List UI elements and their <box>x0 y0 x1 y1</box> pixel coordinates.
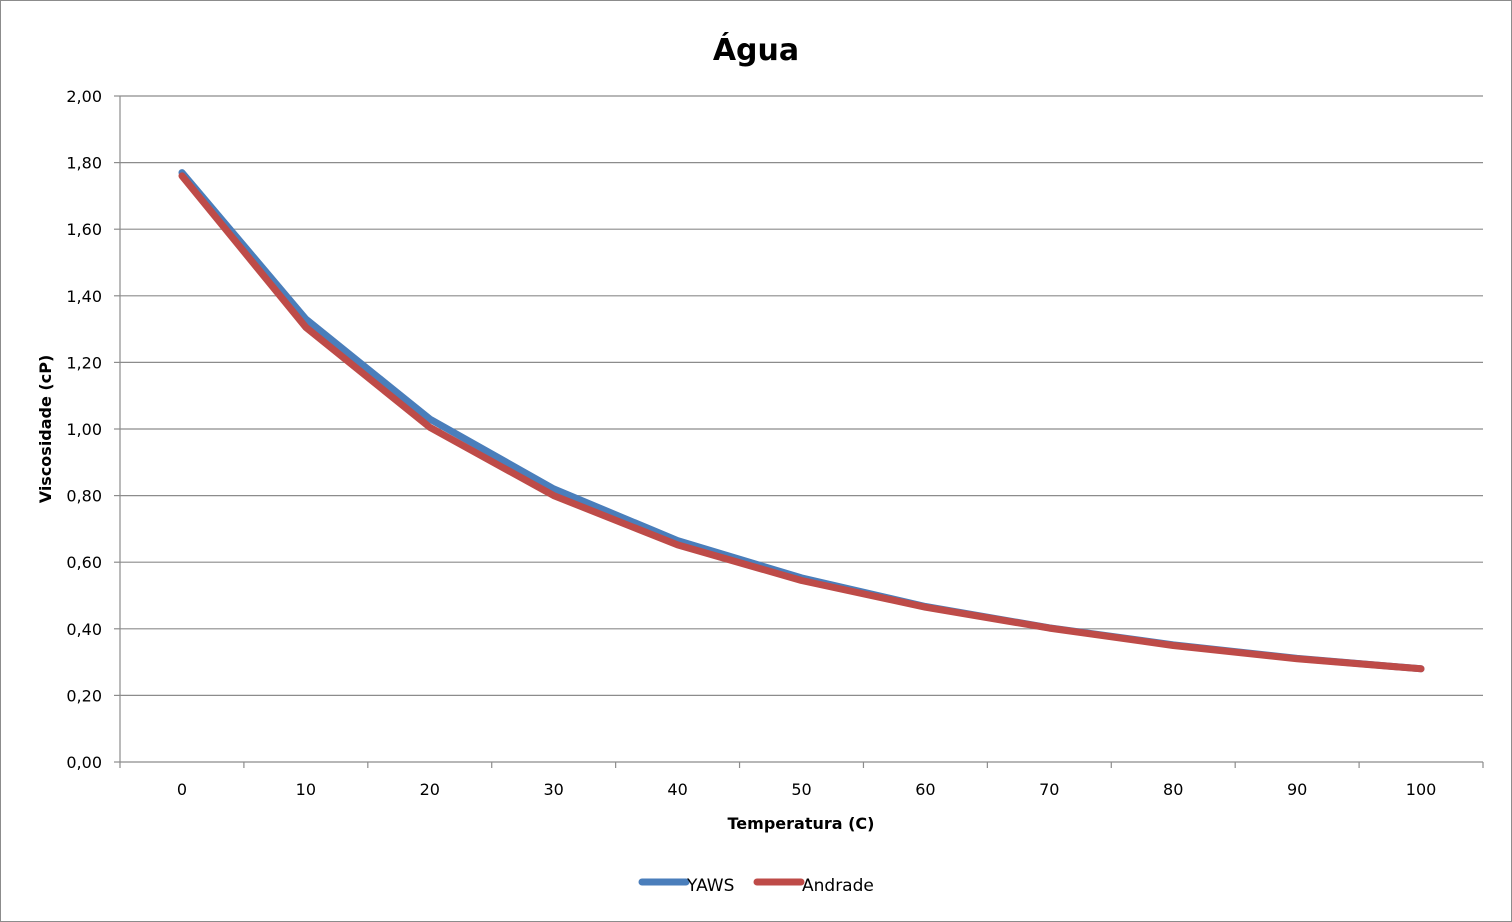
y-tick-labels: 0,00 0,20 0,40 0,60 0,80 1,00 1,20 1,40 1,60 1,80… <box>66 87 102 772</box>
y-tick-label: 1,80 <box>66 154 102 173</box>
chart-title: Água <box>713 32 799 68</box>
x-tick-label: 10 <box>296 780 316 799</box>
series-lines <box>178 169 1425 673</box>
x-tick-label: 90 <box>1287 780 1307 799</box>
y-tick-label: 0,00 <box>66 753 102 772</box>
x-tick-label: 30 <box>544 780 564 799</box>
y-axis-label: Viscosidade (cP) <box>36 355 55 504</box>
legend: YAWS Andrade <box>638 876 874 896</box>
x-tick-label: 50 <box>791 780 811 799</box>
legend-label: YAWS <box>686 876 734 896</box>
legend-label: Andrade <box>802 876 874 896</box>
x-axis-label: Temperatura (C) <box>728 814 875 833</box>
x-tick-label: 70 <box>1039 780 1059 799</box>
y-tick-label: 1,00 <box>66 420 102 439</box>
y-tick-label: 1,20 <box>66 353 102 372</box>
x-tick-labels: 0 10 20 30 40 50 60 70 80 90 100 <box>177 780 1436 799</box>
series-line-andrade <box>178 172 1425 673</box>
x-tick-label: 60 <box>915 780 935 799</box>
x-tick-label: 0 <box>177 780 187 799</box>
y-tick-label: 0,40 <box>66 620 102 639</box>
x-tick-label: 100 <box>1406 780 1437 799</box>
y-tick-label: 0,60 <box>66 553 102 572</box>
y-tick-label: 2,00 <box>66 87 102 106</box>
y-tick-label: 1,40 <box>66 287 102 306</box>
y-tick-label: 0,80 <box>66 487 102 506</box>
gridlines <box>120 95 1483 697</box>
x-tick-label: 80 <box>1163 780 1183 799</box>
axes <box>114 95 1484 768</box>
series-line-yaws <box>178 169 1425 673</box>
y-tick-label: 1,60 <box>66 220 102 239</box>
x-tick-label: 40 <box>667 780 687 799</box>
y-tick-label: 0,20 <box>66 686 102 705</box>
x-tick-label: 20 <box>420 780 440 799</box>
